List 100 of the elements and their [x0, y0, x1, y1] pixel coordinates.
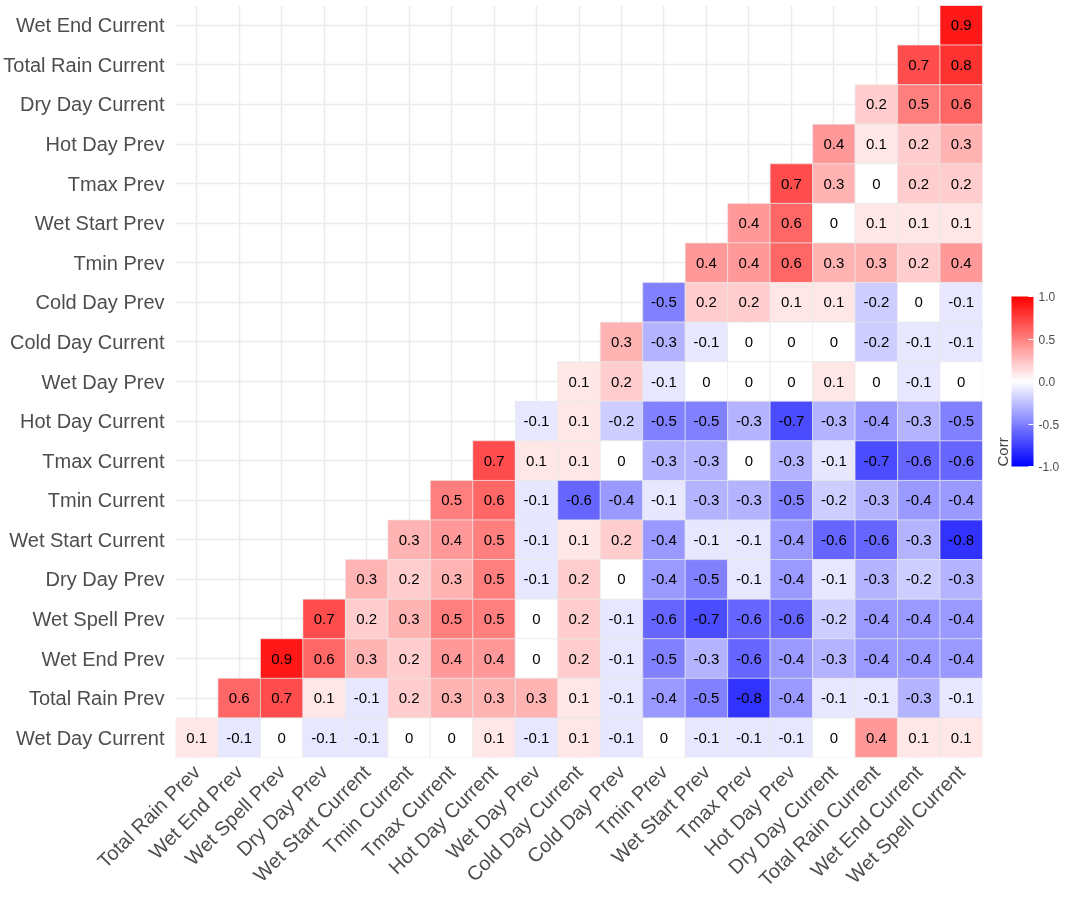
data-label: -0.4: [863, 412, 890, 430]
data-label: 0.7: [271, 689, 293, 707]
data-label: 0: [702, 372, 711, 390]
data-label: 0.4: [823, 135, 845, 153]
data-label: -0.1: [735, 530, 762, 548]
y-tick-label: Wet Start Prev: [34, 212, 165, 235]
y-tick-label: Hot Day Current: [20, 410, 165, 433]
data-label: 0.3: [356, 570, 378, 588]
data-label: 0: [447, 728, 456, 746]
data-label: 0.3: [356, 649, 378, 667]
data-label: -0.3: [735, 491, 762, 509]
data-label: -0.3: [735, 412, 762, 430]
data-label: 0: [829, 332, 839, 350]
data-label: 0.4: [483, 649, 505, 667]
data-label: -0.7: [863, 451, 890, 469]
data-label: -0.1: [608, 649, 635, 667]
data-label: -0.2: [608, 412, 635, 430]
data-label: -0.1: [735, 728, 762, 746]
y-tick-label: Wet End Current: [15, 14, 165, 37]
data-label: 0.3: [526, 689, 547, 707]
data-label: -0.2: [863, 293, 890, 311]
data-label: 0.7: [908, 55, 930, 73]
y-tick-label: Tmin Current: [47, 489, 165, 512]
data-label: -0.1: [693, 530, 720, 548]
data-label: 0: [787, 372, 796, 390]
data-label: -0.4: [778, 570, 805, 588]
data-label: -0.7: [778, 412, 805, 430]
data-label: 0.4: [441, 530, 463, 548]
data-label: 0.2: [398, 570, 420, 588]
data-label: -0.4: [778, 649, 805, 667]
data-label: -0.2: [820, 609, 847, 627]
data-label: -0.4: [905, 649, 932, 667]
y-tick-label: Cold Day Prev: [35, 291, 165, 314]
data-label: -0.1: [905, 332, 932, 350]
data-label: 0.2: [568, 609, 590, 627]
data-label: 0.2: [865, 95, 887, 113]
data-label: -0.1: [820, 570, 847, 588]
data-label: 0: [744, 451, 754, 469]
data-label: 0.3: [611, 332, 632, 350]
data-label: -0.2: [820, 491, 847, 509]
data-label: 0.3: [441, 689, 463, 707]
data-label: -0.5: [651, 649, 677, 667]
data-label: -0.5: [778, 491, 805, 509]
data-label: -0.1: [226, 728, 253, 746]
data-label: -0.1: [820, 689, 847, 707]
data-label: 0.4: [865, 728, 887, 746]
data-label: -0.3: [693, 451, 720, 469]
data-label: 0.3: [865, 253, 887, 271]
data-label: 0.2: [356, 609, 378, 627]
data-label: -0.5: [651, 412, 677, 430]
data-label: -0.4: [651, 530, 677, 548]
y-tick-label: Total Rain Current: [3, 53, 165, 76]
data-label: 0: [659, 728, 669, 746]
data-label: -0.1: [523, 570, 550, 588]
data-label: 0.6: [483, 491, 505, 509]
data-label: 0.4: [950, 253, 972, 271]
data-label: 0.2: [738, 293, 760, 311]
data-label: 0: [617, 570, 626, 588]
data-label: -0.4: [778, 689, 805, 707]
data-label: 0.2: [908, 253, 930, 271]
data-label: -0.4: [948, 491, 975, 509]
data-label: -0.1: [523, 530, 550, 548]
data-label: -0.5: [693, 689, 720, 707]
data-label: -0.2: [905, 570, 932, 588]
data-label: 0.6: [780, 253, 802, 271]
data-label: 0.3: [950, 135, 972, 153]
data-label: 0: [787, 332, 796, 350]
data-label: 0.1: [823, 293, 845, 311]
y-tick-label: Cold Day Current: [10, 330, 165, 353]
data-label: 0.1: [908, 214, 930, 232]
data-label: -0.5: [693, 412, 720, 430]
data-label: -0.6: [651, 609, 677, 627]
data-label: 0.2: [611, 530, 632, 548]
data-label: -0.6: [863, 530, 890, 548]
data-label: 0.7: [483, 451, 505, 469]
data-label: -0.4: [778, 530, 805, 548]
data-label: -0.1: [353, 689, 380, 707]
data-label: 0: [532, 609, 541, 627]
data-label: -0.3: [905, 530, 932, 548]
color-bar-label: -0.5: [1038, 417, 1060, 432]
data-label: -0.1: [693, 332, 720, 350]
data-label: 0.6: [950, 95, 972, 113]
data-label: -0.1: [948, 293, 975, 311]
data-label: 0.3: [483, 689, 505, 707]
y-tick-label: Dry Day Prev: [45, 568, 165, 591]
data-label: -0.3: [820, 649, 847, 667]
data-label: 0.5: [483, 570, 505, 588]
data-label: -0.4: [863, 609, 890, 627]
y-tick-label: Wet Day Prev: [41, 370, 165, 393]
legend-title: Corr: [993, 437, 1011, 467]
data-label: 0.2: [950, 174, 972, 192]
data-label: 0: [532, 649, 541, 667]
data-label: 0.5: [908, 95, 930, 113]
data-label: -0.3: [863, 491, 890, 509]
data-label: 0: [617, 451, 626, 469]
data-label: 0.6: [228, 689, 250, 707]
data-label: -0.4: [905, 491, 932, 509]
data-label: 0.5: [441, 491, 463, 509]
data-label: 0.2: [568, 649, 590, 667]
data-label: 0.1: [950, 728, 972, 746]
